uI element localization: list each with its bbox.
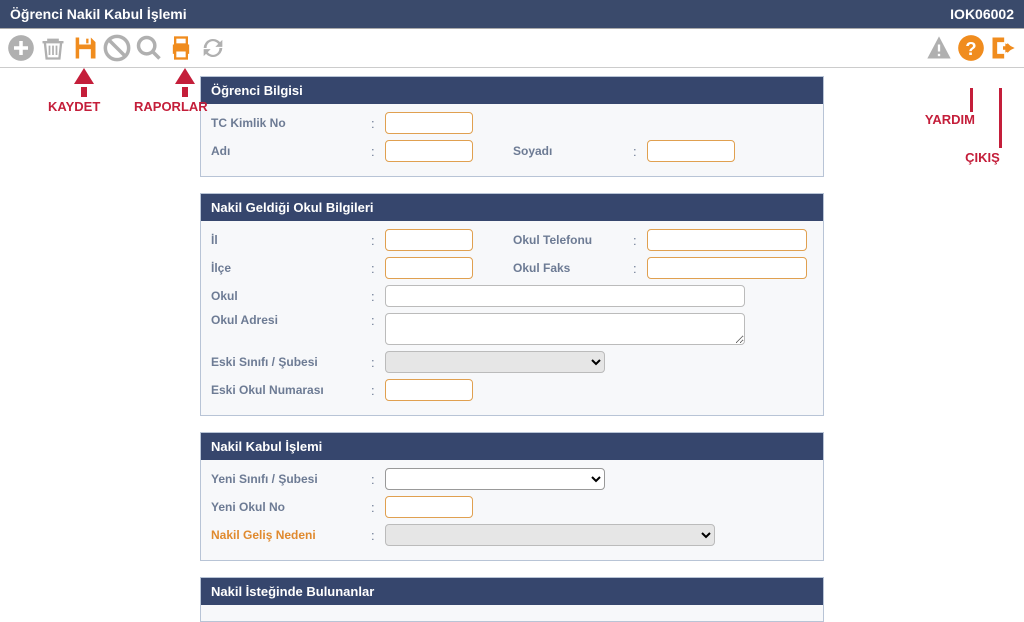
nakil-neden-select[interactable] <box>385 524 715 546</box>
print-icon[interactable] <box>166 33 196 63</box>
okul-adresi-input[interactable] <box>385 313 745 345</box>
okul-input[interactable] <box>385 285 745 307</box>
page-code: IOK06002 <box>950 6 1014 22</box>
okul-label: Okul <box>211 289 371 303</box>
main-area: Öğrenci Bilgisi TC Kimlik No : Adı : Soy… <box>0 76 1024 622</box>
toolbar: ? <box>0 29 1024 68</box>
delete-icon[interactable] <box>38 33 68 63</box>
raporlar-label: RAPORLAR <box>134 99 208 114</box>
okul-tel-label: Okul Telefonu <box>513 233 633 247</box>
page-title: Öğrenci Nakil Kabul İşlemi <box>10 6 187 22</box>
warn-icon[interactable] <box>924 33 954 63</box>
nakil-neden-label: Nakil Geliş Nedeni <box>211 528 371 542</box>
yeni-sinif-label: Yeni Sınıfı / Şubesi <box>211 472 371 486</box>
help-icon[interactable]: ? <box>956 33 986 63</box>
soyadi-input[interactable] <box>647 140 735 162</box>
right-callouts: YARDIM ÇIKIŞ <box>969 88 1002 165</box>
ilce-label: İlçe <box>211 261 371 275</box>
eski-okul-no-input[interactable] <box>385 379 473 401</box>
yardim-label: YARDIM <box>925 112 975 127</box>
adi-input[interactable] <box>385 140 473 162</box>
yeni-okul-no-label: Yeni Okul No <box>211 500 371 514</box>
callout-raporlar: RAPORLAR <box>162 68 208 114</box>
section-nakil-kabul: Nakil Kabul İşlemi Yeni Sınıfı / Şubesi … <box>200 432 824 561</box>
okul-tel-input[interactable] <box>647 229 807 251</box>
il-input[interactable] <box>385 229 473 251</box>
section-header-nakil-istek: Nakil İsteğinde Bulunanlar <box>201 578 823 605</box>
il-label: İl <box>211 233 371 247</box>
okul-faks-input[interactable] <box>647 257 807 279</box>
section-nakil-okul: Nakil Geldiği Okul Bilgileri İl : Okul T… <box>200 193 824 416</box>
svg-text:?: ? <box>965 38 976 59</box>
tc-label: TC Kimlik No <box>211 116 371 130</box>
okul-adresi-label: Okul Adresi <box>211 313 371 327</box>
header-bar: Öğrenci Nakil Kabul İşlemi IOK06002 <box>0 0 1024 29</box>
search-icon[interactable] <box>134 33 164 63</box>
yeni-okul-no-input[interactable] <box>385 496 473 518</box>
eski-sinif-select[interactable] <box>385 351 605 373</box>
exit-icon[interactable] <box>988 33 1018 63</box>
ilce-input[interactable] <box>385 257 473 279</box>
save-icon[interactable] <box>70 33 100 63</box>
eski-okul-no-label: Eski Okul Numarası <box>211 383 371 397</box>
soyadi-label: Soyadı <box>513 144 633 158</box>
refresh-icon[interactable] <box>198 33 228 63</box>
section-header-nakil-okul: Nakil Geldiği Okul Bilgileri <box>201 194 823 221</box>
add-icon[interactable] <box>6 33 36 63</box>
callout-row: KAYDET RAPORLAR <box>0 68 1024 118</box>
adi-label: Adı <box>211 144 371 158</box>
cancel-icon[interactable] <box>102 33 132 63</box>
yeni-sinif-select[interactable] <box>385 468 605 490</box>
cikis-label: ÇIKIŞ <box>963 150 1002 165</box>
eski-sinif-label: Eski Sınıfı / Şubesi <box>211 355 371 369</box>
okul-faks-label: Okul Faks <box>513 261 633 275</box>
kaydet-label: KAYDET <box>48 99 100 114</box>
callout-kaydet: KAYDET <box>68 68 100 114</box>
section-header-nakil-kabul: Nakil Kabul İşlemi <box>201 433 823 460</box>
